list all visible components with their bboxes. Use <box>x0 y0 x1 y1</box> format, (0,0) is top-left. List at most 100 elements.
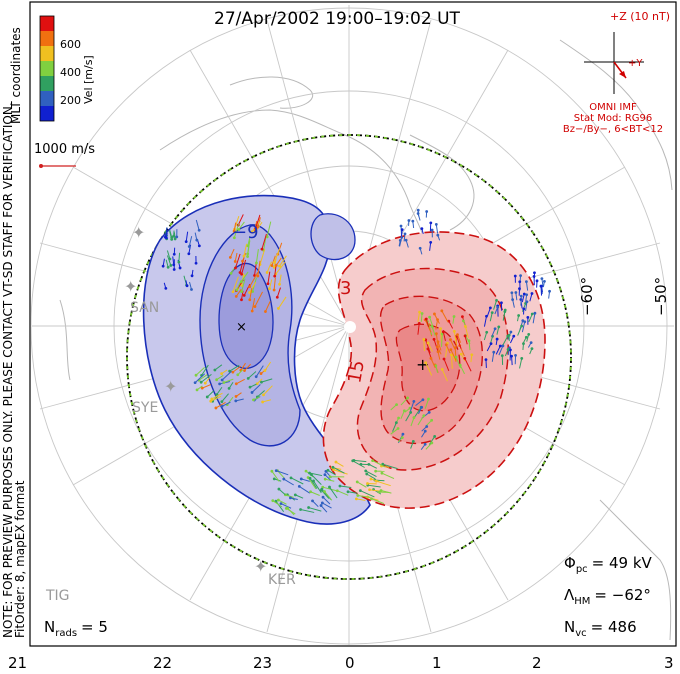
vector-origin <box>165 236 168 240</box>
velocity-vector <box>448 320 454 329</box>
mlt-tick: 22 <box>153 654 172 672</box>
velocity-vector <box>247 371 257 379</box>
velocity-vector <box>421 228 424 234</box>
velocity-vector <box>238 221 245 230</box>
velocity-vector <box>327 469 336 476</box>
velocity-vector <box>454 347 457 362</box>
velocity-vector <box>324 491 333 501</box>
velocity-vector <box>329 486 338 499</box>
velocity-vector <box>322 496 331 505</box>
velocity-vector <box>301 478 310 482</box>
velocity-vector <box>263 385 273 396</box>
velocity-vector <box>356 481 367 488</box>
velocity-vector <box>417 323 420 335</box>
velocity-vector <box>240 362 246 371</box>
velocity-vector <box>525 294 528 303</box>
velocity-vector <box>504 349 509 357</box>
velocity-vector <box>352 460 365 468</box>
velocity-vector <box>164 227 168 238</box>
velocity-vector <box>243 243 248 257</box>
velocity-vector <box>464 358 472 372</box>
velocity-vector <box>486 343 492 352</box>
velocity-vector <box>230 264 237 274</box>
velocity-vector <box>370 478 380 483</box>
velocity-vector <box>353 459 367 463</box>
svg-text:✦: ✦ <box>124 277 137 296</box>
velocity-vector <box>269 279 273 289</box>
imf-by-label: +Y <box>628 58 643 69</box>
velocity-vector <box>254 263 257 276</box>
velocity-vector <box>257 390 265 398</box>
velocity-vector <box>483 332 488 341</box>
velocity-vector <box>232 276 239 292</box>
velocity-vector <box>424 398 429 409</box>
velocity-vector <box>165 259 169 268</box>
stat-lambda-hm: ΛHM = −62° <box>564 586 651 607</box>
velocity-vector <box>437 351 441 360</box>
velocity-vector <box>405 239 409 248</box>
velocity-vector <box>200 373 212 383</box>
velocity-vector <box>295 494 304 499</box>
velocity-vector <box>249 383 257 388</box>
velocity-vector <box>332 466 345 474</box>
velocity-vector <box>425 362 433 376</box>
velocity-vector <box>368 463 377 469</box>
velocity-vector <box>516 315 520 322</box>
velocity-vector <box>418 407 423 415</box>
velocity-vector <box>494 307 499 315</box>
contour-label-neg: −9 <box>232 222 259 243</box>
velocity-vector <box>372 460 386 468</box>
velocity-vector <box>195 367 205 376</box>
velocity-vector <box>210 395 222 402</box>
velocity-vector <box>201 364 209 376</box>
velocity-vector <box>423 339 425 352</box>
velocity-vector <box>337 490 349 496</box>
station-ker: KER <box>268 572 296 588</box>
vector-origin <box>170 237 174 241</box>
velocity-vector <box>211 392 223 400</box>
vector-origin <box>173 237 177 241</box>
velocity-vector <box>392 422 397 432</box>
velocity-vector <box>229 364 240 372</box>
velocity-vector <box>431 326 436 337</box>
velocity-vector <box>241 278 246 292</box>
velocity-vector <box>511 356 513 366</box>
velocity-vector <box>299 485 311 494</box>
colorbar-tick-400: 400 <box>60 66 81 79</box>
vector-origin <box>265 235 269 239</box>
velocity-vector <box>441 369 448 382</box>
hm-boundary-green <box>126 134 572 580</box>
velocity-vector <box>285 494 294 498</box>
velocity-vector <box>415 399 424 406</box>
mlt-tick: 23 <box>253 654 272 672</box>
velocity-vector <box>272 500 283 508</box>
velocity-vector <box>255 214 261 229</box>
svg-text:✦: ✦ <box>164 377 177 396</box>
velocity-vector <box>278 296 287 309</box>
velocity-vector <box>449 339 456 350</box>
vector-origin <box>195 238 199 242</box>
velocity-vector <box>255 365 264 377</box>
velocity-vector <box>241 259 247 275</box>
velocity-vector <box>235 392 242 397</box>
imf-model: Stat Mod: RG96 <box>574 113 653 124</box>
velocity-vector <box>221 369 228 375</box>
velocity-vector <box>525 301 528 311</box>
svg-text:✦: ✦ <box>254 557 267 576</box>
velocity-vector <box>441 310 449 323</box>
velocity-vector <box>521 293 525 303</box>
stat-phi-pc: Φpc = 49 kV <box>564 554 653 575</box>
velocity-vector <box>522 336 527 344</box>
velocity-vector <box>279 255 287 267</box>
velocity-vector <box>259 249 266 265</box>
velocity-vector <box>237 214 244 226</box>
velocity-vector <box>185 280 188 286</box>
velocity-vector <box>496 326 500 335</box>
velocity-vector <box>254 291 263 307</box>
velocity-vector <box>266 261 273 273</box>
velocity-vector <box>276 287 281 298</box>
velocity-vector <box>459 364 466 375</box>
velocity-vector <box>421 430 426 438</box>
velocity-vector <box>512 299 515 308</box>
velocity-vector <box>275 257 282 266</box>
